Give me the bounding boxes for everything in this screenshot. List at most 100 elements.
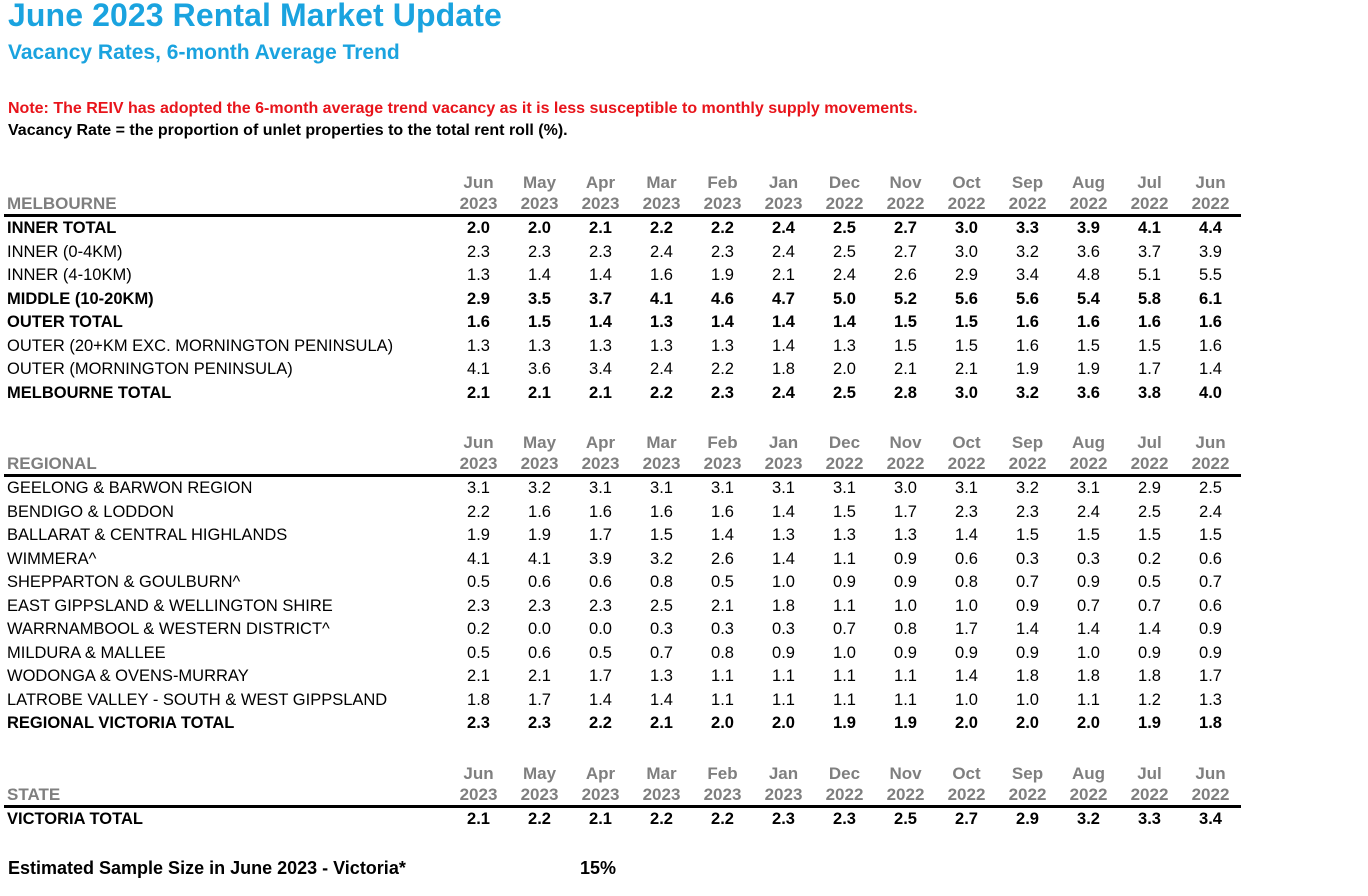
vacancy-value: 2.5 — [833, 383, 856, 402]
vacancy-value: 1.8 — [1138, 667, 1161, 686]
vacancy-value: 2.5 — [1199, 479, 1222, 498]
region-label: OUTER (MORNINGTON PENINSULA) — [7, 360, 293, 379]
period-month: Sep — [1011, 173, 1044, 192]
vacancy-value: 2.2 — [650, 383, 673, 402]
vacancy-value: 2.4 — [650, 360, 673, 379]
period-year: 2022 — [1069, 785, 1108, 804]
vacancy-value: 1.5 — [833, 502, 856, 521]
period-month: Apr — [585, 173, 616, 192]
period-year: 2023 — [764, 194, 803, 213]
vacancy-value: 2.1 — [589, 383, 612, 402]
vacancy-value: 0.8 — [894, 620, 917, 639]
vacancy-value: 3.2 — [528, 479, 551, 498]
vacancy-value: 0.5 — [589, 643, 612, 662]
vacancy-value: 2.1 — [467, 383, 490, 402]
vacancy-value: 1.5 — [1077, 526, 1100, 545]
period-year: 2023 — [703, 194, 742, 213]
period-year: 2022 — [825, 785, 864, 804]
vacancy-value: 0.5 — [711, 573, 734, 592]
vacancy-value: 1.1 — [1077, 690, 1100, 709]
vacancy-value: 3.4 — [589, 360, 612, 379]
melbourne-table: MELBOURNE Jun 2023 May 2023 Apr 2023 Mar 2023 Feb… — [4, 172, 1241, 405]
vacancy-value: 1.4 — [1199, 360, 1222, 379]
vacancy-value: 1.5 — [1138, 526, 1161, 545]
vacancy-value: 0.6 — [528, 643, 551, 662]
vacancy-value: 1.0 — [833, 643, 856, 662]
vacancy-value: 3.9 — [1199, 242, 1222, 261]
vacancy-value: 3.5 — [528, 289, 551, 308]
vacancy-value: 5.0 — [833, 289, 856, 308]
vacancy-value: 1.9 — [467, 526, 490, 545]
vacancy-value: 1.5 — [650, 526, 673, 545]
table-row: OUTER TOTAL 1.6 1.5 1.4 1.3 1.4 1.4 1.4 1.5 1.5 1.… — [4, 311, 1241, 335]
period-header: Dec 2022 — [814, 432, 875, 477]
vacancy-value: 3.7 — [1138, 242, 1161, 261]
vacancy-value: 0.3 — [1016, 549, 1039, 568]
vacancy-value: 1.1 — [833, 667, 856, 686]
period-year: 2023 — [581, 454, 620, 473]
period-month: Oct — [952, 764, 981, 783]
vacancy-value: 2.0 — [711, 714, 734, 733]
vacancy-value: 1.1 — [894, 690, 917, 709]
period-month: May — [522, 433, 557, 452]
vacancy-value: 1.7 — [894, 502, 917, 521]
vacancy-value: 1.6 — [1138, 313, 1161, 332]
vacancy-value: 4.1 — [650, 289, 673, 308]
page-subtitle: Vacancy Rates, 6-month Average Trend — [8, 41, 400, 64]
vacancy-value: 2.1 — [711, 596, 734, 615]
period-header: Feb 2023 — [692, 763, 753, 808]
vacancy-value: 1.3 — [528, 336, 551, 355]
vacancy-value: 3.3 — [1138, 810, 1161, 829]
period-year: 2022 — [1069, 194, 1108, 213]
vacancy-value: 0.6 — [1199, 596, 1222, 615]
region-label: INNER (0-4KM) — [7, 242, 123, 261]
period-year: 2023 — [703, 785, 742, 804]
vacancy-value: 1.6 — [1016, 313, 1039, 332]
vacancy-value: 2.5 — [650, 596, 673, 615]
vacancy-value: 3.6 — [1077, 242, 1100, 261]
region-label: INNER TOTAL — [7, 219, 117, 238]
period-year: 2022 — [886, 194, 925, 213]
period-month: Sep — [1011, 764, 1044, 783]
vacancy-value: 2.1 — [772, 266, 795, 285]
vacancy-value: 3.6 — [1077, 383, 1100, 402]
period-month: May — [522, 764, 557, 783]
vacancy-value: 2.1 — [467, 667, 490, 686]
region-label: WIMMERA^ — [7, 549, 97, 568]
table-row: INNER (0-4KM) 2.3 2.3 2.3 2.4 2.3 2.4 2.5 2.7 3.0… — [4, 241, 1241, 265]
region-label: MELBOURNE TOTAL — [7, 383, 172, 402]
table-row: WIMMERA^ 4.1 4.1 3.9 3.2 2.6 1.4 1.1 0.9 0.6 0.3 0.… — [4, 548, 1241, 572]
period-month: Apr — [585, 433, 616, 452]
vacancy-value: 0.9 — [1077, 573, 1100, 592]
header-row: MELBOURNE Jun 2023 May 2023 Apr 2023 Mar 2023 Feb… — [4, 172, 1241, 217]
sample-size-label: Estimated Sample Size in June 2023 - Vic… — [8, 858, 406, 878]
vacancy-value: 1.4 — [589, 313, 612, 332]
vacancy-value: 1.7 — [1199, 667, 1222, 686]
vacancy-value: 2.3 — [772, 810, 795, 829]
vacancy-value: 1.7 — [589, 667, 612, 686]
period-header: Jul 2022 — [1119, 172, 1180, 217]
period-header: Aug 2022 — [1058, 432, 1119, 477]
vacancy-value: 0.6 — [1199, 549, 1222, 568]
vacancy-value: 1.4 — [528, 266, 551, 285]
vacancy-value: 2.3 — [467, 596, 490, 615]
period-header: Jan 2023 — [753, 172, 814, 217]
vacancy-value: 1.4 — [589, 266, 612, 285]
period-year: 2023 — [520, 194, 559, 213]
header-row: REGIONAL Jun 2023 May 2023 Apr 2023 Mar 2023 Feb 2… — [4, 432, 1241, 477]
vacancy-value: 3.0 — [955, 383, 978, 402]
table-row: INNER (4-10KM) 1.3 1.4 1.4 1.6 1.9 2.1 2.4 2.6 2.… — [4, 264, 1241, 288]
table-row: MIDDLE (10-20KM) 2.9 3.5 3.7 4.1 4.6 4.7 5.0 5.2… — [4, 288, 1241, 312]
period-header: Apr 2023 — [570, 763, 631, 808]
vacancy-value: 3.0 — [955, 219, 978, 238]
period-month: Aug — [1071, 173, 1106, 192]
period-month: Dec — [828, 173, 861, 192]
period-header: Nov 2022 — [875, 172, 936, 217]
vacancy-value: 2.7 — [894, 242, 917, 261]
vacancy-value: 1.5 — [955, 336, 978, 355]
vacancy-value: 0.9 — [955, 643, 978, 662]
region-label: WODONGA & OVENS-MURRAY — [7, 667, 249, 686]
vacancy-value: 2.5 — [1138, 502, 1161, 521]
vacancy-value: 2.3 — [528, 714, 551, 733]
period-header: Nov 2022 — [875, 432, 936, 477]
